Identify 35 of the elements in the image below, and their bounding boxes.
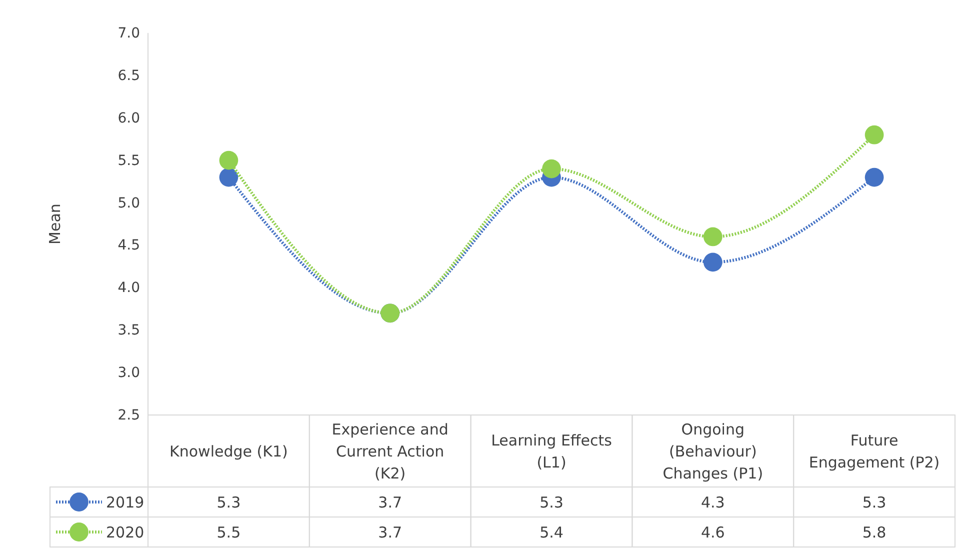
point [864,125,884,144]
y-tick-label: 2.5 [118,407,140,424]
y-tick-label: 5.5 [118,152,140,169]
x-tick-label: Future Engagement (P2) [808,431,940,472]
data-label: 4.3 [700,493,725,512]
y-tick-label: 3.5 [118,322,140,339]
point [542,159,561,178]
data-label: 3.7 [378,493,402,512]
data-label: 5.4 [540,523,564,542]
point [219,150,238,170]
y-tick-label: 7.0 [118,25,140,42]
data-label: 5.8 [862,523,886,542]
y-axis-title: Mean [46,204,64,244]
x-tick-label: Ongoing (Behaviour) Changes (P1) [662,420,764,482]
data-label: 5.3 [540,493,564,512]
data-label: 3.7 [378,523,402,542]
y-tick-label: 4.0 [118,280,140,296]
data-label: 4.6 [700,523,725,542]
point [219,168,238,187]
x-tick-label: Learning Effects (L1) [491,431,612,472]
x-tick-label: Experience and Current Action (K2) [332,420,448,482]
data-label: 5.5 [216,523,241,542]
legend-label: 2019 [106,493,144,512]
x-tick-label: Knowledge (K1) [170,442,288,460]
y-tick-label: 6.0 [118,110,140,126]
point [703,252,722,272]
y-tick-label: 4.5 [118,238,140,254]
point [703,227,722,246]
data-label: 5.3 [216,493,241,512]
legend-label: 2020 [106,523,144,542]
data-label: 5.3 [862,493,886,512]
y-tick-label: 5.0 [118,195,140,212]
y-tick-label: 3.0 [118,365,140,382]
point [864,168,884,187]
y-tick-label: 6.5 [118,68,140,84]
